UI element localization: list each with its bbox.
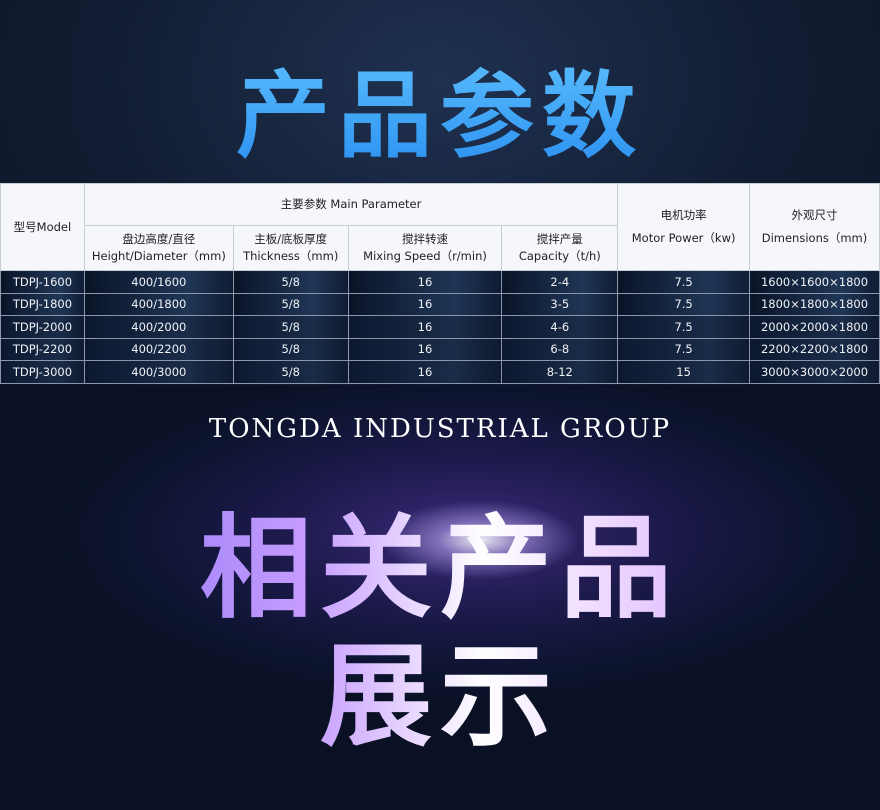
table-cell: 1800×1800×1800 (749, 292, 880, 316)
model-header: 型号Model (0, 183, 85, 271)
header-cn: 搅拌转速 (402, 232, 448, 246)
brand-name: TONGDA INDUSTRIAL GROUP (208, 414, 672, 444)
motor-header-en: Motor Power（kw) (631, 231, 736, 245)
capacity-header: 搅拌产量 Capacity（t/h) (501, 225, 619, 271)
table-row: TDPJ-2000 400/2000 5/8 16 4-6 7.5 2000×2000×18… (0, 315, 880, 339)
table-cell: 400/2000 (83, 315, 234, 339)
table-cell: TDPJ-2000 (0, 315, 85, 339)
table-cell: 8-12 (501, 360, 619, 384)
dimensions-header-cn: 外观尺寸 (791, 208, 838, 222)
header-en: Mixing Speed（r/min) (363, 249, 487, 263)
table-cell: 7.5 (617, 270, 750, 294)
table-cell: 400/1800 (83, 292, 234, 316)
thickness-header: 主板/底板厚度 Thickness（mm) (232, 225, 349, 271)
table-cell: 7.5 (617, 315, 750, 339)
table-row: TDPJ-1600 400/1600 5/8 16 2-4 7.5 1600×1600×18… (0, 270, 880, 294)
dimensions-header: 外观尺寸 Dimensions（mm) (749, 183, 880, 271)
table-cell: 3-5 (501, 292, 619, 316)
table-cell: TDPJ-2200 (0, 337, 85, 361)
parameter-table: 型号Model 主要参数 Main Parameter 电机功率 Motor Po… (0, 183, 880, 384)
main-parameter-header: 主要参数 Main Parameter (83, 183, 619, 226)
related-products-subtitle: 展示 (0, 606, 880, 768)
page-title: 产品参数 (0, 40, 880, 176)
table-cell: 2200×2200×1800 (749, 337, 880, 361)
speed-header: 搅拌转速 Mixing Speed（r/min) (347, 225, 503, 271)
header-en: Capacity（t/h) (518, 249, 601, 263)
light-glow (380, 500, 580, 580)
table-cell: 400/1600 (83, 270, 234, 294)
table-cell: 1600×1600×1800 (749, 270, 880, 294)
table-cell: 6-8 (501, 337, 619, 361)
header-cn: 盘边高度/直径 (122, 232, 196, 246)
table-row: TDPJ-3000 400/3000 5/8 16 8-12 15 3000×3000×20… (0, 360, 880, 384)
header-cn: 搅拌产量 (536, 232, 583, 246)
table-cell: 5/8 (232, 337, 349, 361)
header-cn: 主板/底板厚度 (254, 232, 328, 246)
table-cell: 2000×2000×1800 (749, 315, 880, 339)
table-cell: 5/8 (232, 360, 349, 384)
table-row: TDPJ-1800 400/1800 5/8 16 3-5 7.5 1800×1800×18… (0, 292, 880, 316)
bottom-background (0, 385, 880, 810)
table-cell: TDPJ-1600 (0, 270, 85, 294)
table-cell: 3000×3000×2000 (749, 360, 880, 384)
table-cell: TDPJ-3000 (0, 360, 85, 384)
table-cell: 400/3000 (83, 360, 234, 384)
table-cell: 16 (347, 292, 503, 316)
table-cell: 4-6 (501, 315, 619, 339)
table-cell: 15 (617, 360, 750, 384)
motor-header-cn: 电机功率 (660, 208, 707, 222)
table-cell: 5/8 (232, 315, 349, 339)
dimensions-header-en: Dimensions（mm) (761, 231, 868, 245)
table-cell: 16 (347, 360, 503, 384)
table-cell: 16 (347, 337, 503, 361)
table-cell: 2-4 (501, 270, 619, 294)
table-row: TDPJ-2200 400/2200 5/8 16 6-8 7.5 2200×2200×18… (0, 337, 880, 361)
height-header: 盘边高度/直径 Height/Diameter（mm) (83, 225, 234, 271)
header-en: Thickness（mm) (243, 249, 339, 263)
table-cell: 7.5 (617, 337, 750, 361)
table-cell: 5/8 (232, 292, 349, 316)
motor-header: 电机功率 Motor Power（kw) (617, 183, 750, 271)
table-cell: 400/2200 (83, 337, 234, 361)
related-products-title: 相关产品 (0, 478, 880, 640)
header-en: Height/Diameter（mm) (91, 249, 226, 263)
table-cell: 16 (347, 270, 503, 294)
table-cell: TDPJ-1800 (0, 292, 85, 316)
table-cell: 5/8 (232, 270, 349, 294)
table-cell: 16 (347, 315, 503, 339)
table-cell: 7.5 (617, 292, 750, 316)
